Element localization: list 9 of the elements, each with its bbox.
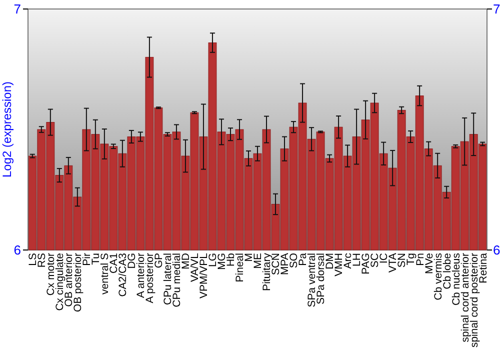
x-tick-label: OB posterior: [72, 252, 84, 312]
x-tick-label: A posterior: [144, 252, 156, 304]
y2-tick-label: 7: [493, 2, 500, 17]
y-axis-title: Log2 (expression): [0, 81, 14, 178]
x-tick-label: DG: [126, 253, 138, 269]
x-tick-label: MVe: [423, 252, 436, 274]
x-tick-label: Tg: [405, 252, 418, 266]
y2-tick-label: 6: [493, 242, 500, 258]
x-tick-label: RS: [36, 253, 48, 268]
